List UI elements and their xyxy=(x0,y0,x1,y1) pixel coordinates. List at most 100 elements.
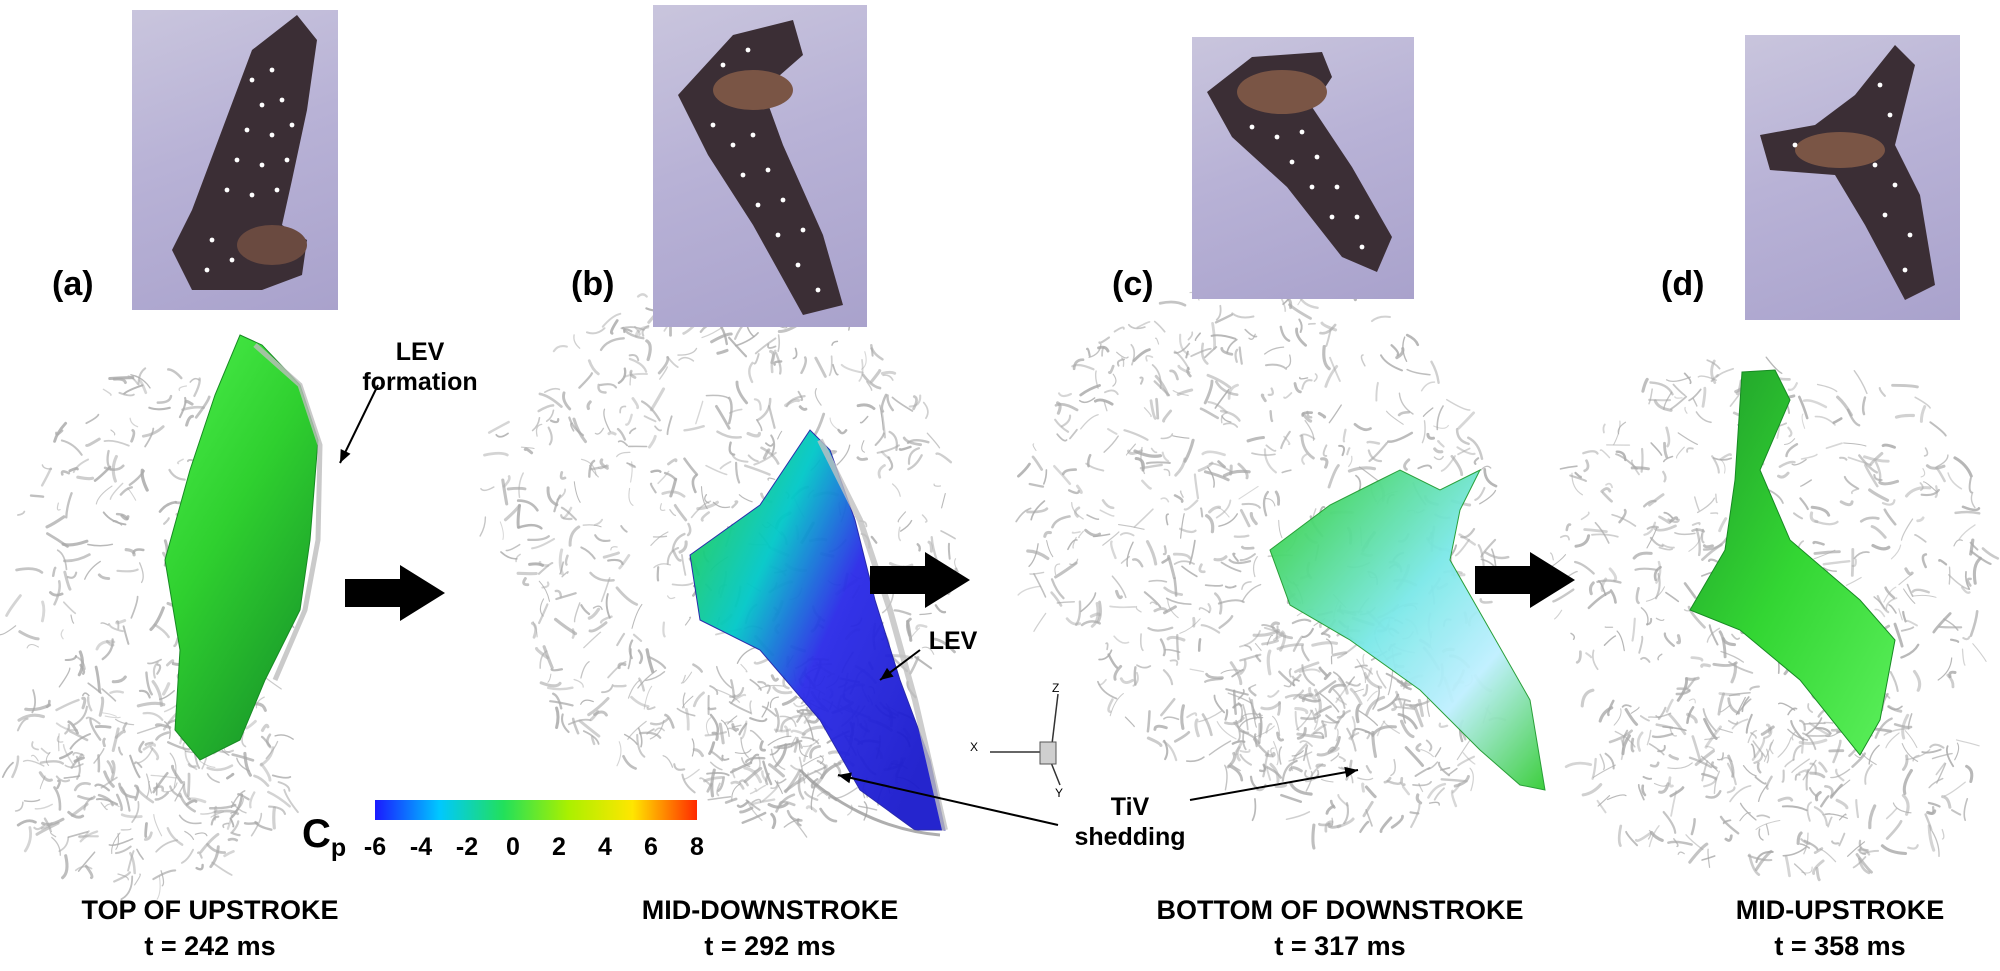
vortex-tube xyxy=(1050,578,1065,600)
panel-label-b: (b) xyxy=(571,265,615,303)
vortex-tube xyxy=(1169,659,1179,666)
vortex-tube xyxy=(479,516,487,537)
vortex-tube xyxy=(559,471,567,480)
vortex-tube xyxy=(1634,567,1659,572)
vortex-tube xyxy=(1479,489,1497,505)
vortex-tube xyxy=(268,805,287,815)
sequence-arrow-icon xyxy=(1475,552,1575,608)
vortex-tube xyxy=(1451,782,1461,794)
vortex-tube xyxy=(1362,653,1365,665)
vortex-tube xyxy=(761,784,780,802)
vortex-tube xyxy=(539,598,545,617)
vortex-tube xyxy=(1608,729,1633,744)
vortex-tube xyxy=(60,629,64,640)
vortex-tube xyxy=(1739,812,1751,822)
vortex-tube xyxy=(1133,666,1137,686)
vortex-tube xyxy=(1250,699,1257,720)
vortex-tube xyxy=(570,422,575,432)
vortex-tube xyxy=(859,415,869,424)
vortex-tube xyxy=(1851,752,1866,768)
vortex-tube xyxy=(1966,577,1972,587)
vortex-tube xyxy=(108,838,134,847)
vortex-tube xyxy=(1969,550,1992,565)
vortex-tube xyxy=(731,723,739,732)
vortex-tube xyxy=(178,385,188,392)
vortex-tube xyxy=(1857,857,1871,875)
vortex-tube xyxy=(132,548,145,555)
vortex-tube xyxy=(1668,776,1674,788)
vortex-tube xyxy=(1796,831,1803,845)
vortex-tube xyxy=(138,379,148,395)
vortex-tube xyxy=(790,764,801,771)
vortex-tube xyxy=(626,462,636,468)
vortex-tube xyxy=(1961,648,1966,666)
vortex-tube xyxy=(1824,813,1848,819)
vortex-tube xyxy=(195,863,204,871)
vortex-tube xyxy=(169,785,182,798)
vortex-tube xyxy=(1701,386,1707,408)
vortex-tube xyxy=(1694,749,1715,766)
vortex-tube xyxy=(1649,381,1674,396)
vortex-tube xyxy=(767,735,792,746)
vortex-tube xyxy=(1071,363,1095,371)
vortex-tube xyxy=(1777,737,1792,758)
vortex-tube xyxy=(556,488,566,501)
vortex-tube xyxy=(1201,450,1226,457)
vortex-tube xyxy=(1054,563,1061,576)
vortex-tube xyxy=(39,760,64,765)
vortex-tube xyxy=(1807,703,1814,713)
vortex-tube xyxy=(684,616,692,626)
vortex-tube xyxy=(754,337,777,355)
vortex-tube xyxy=(243,751,252,777)
vortex-tube xyxy=(63,570,72,591)
vortex-tube xyxy=(70,802,89,817)
vortex-tube xyxy=(1581,783,1603,797)
vortex-tube xyxy=(1072,358,1085,371)
vortex-tube xyxy=(260,723,270,732)
vortex-tube xyxy=(1754,776,1767,785)
vortex-tube xyxy=(145,773,150,798)
vortex-tube xyxy=(1668,754,1679,761)
vortex-tube xyxy=(67,831,89,838)
vortex-tube xyxy=(571,717,580,735)
vortex-tube xyxy=(1153,320,1166,333)
vortex-tube xyxy=(1109,540,1117,560)
vortex-tube xyxy=(1857,848,1871,856)
vortex-tube xyxy=(1868,804,1877,830)
vortex-tube xyxy=(1929,743,1945,749)
vortex-tube xyxy=(1342,428,1347,443)
vortex-tube xyxy=(573,334,581,349)
vortex-tube xyxy=(487,420,510,434)
vortex-tube xyxy=(1239,659,1247,675)
vortex-tube xyxy=(858,805,878,811)
vortex-tube xyxy=(935,452,953,464)
vortex-tube xyxy=(1648,493,1665,507)
vortex-tube xyxy=(801,725,828,736)
vortex-tube xyxy=(770,674,779,682)
vortex-tube xyxy=(1835,798,1849,810)
vortex-tube xyxy=(1731,633,1741,640)
vortex-tube xyxy=(1420,381,1436,392)
vortex-tube xyxy=(1098,649,1113,661)
vortex-tube xyxy=(1702,537,1728,551)
vortex-tube xyxy=(1688,532,1703,552)
vortex-tube xyxy=(1354,688,1364,693)
vortex-tube xyxy=(1067,489,1080,495)
vortex-tube xyxy=(1855,799,1860,819)
vortex-tube xyxy=(1383,776,1392,784)
vortex-tube xyxy=(1802,399,1828,409)
vortex-tube xyxy=(1334,709,1351,730)
vortex-tube xyxy=(813,412,826,437)
vortex-tube xyxy=(1559,465,1578,470)
vortex-tube xyxy=(594,427,605,435)
sequence-arrow-icon xyxy=(345,565,445,621)
vortex-tube xyxy=(82,692,90,697)
vortex-tube xyxy=(1376,670,1387,689)
vortex-tube xyxy=(700,486,708,510)
vortex-tube xyxy=(113,871,131,883)
vortex-tube xyxy=(1318,666,1328,677)
vortex-tube xyxy=(1361,782,1365,793)
vortex-tube xyxy=(1101,499,1115,510)
vortex-tube xyxy=(1961,505,1981,512)
vortex-tube xyxy=(1258,763,1267,773)
